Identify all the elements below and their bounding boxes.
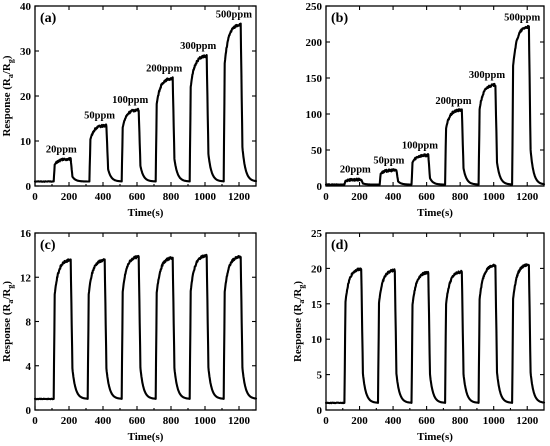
x-tick-label: 800 [452, 415, 469, 427]
x-tick-label: 1000 [194, 415, 217, 427]
y-tick-label: 100 [306, 109, 323, 121]
y-tick-label: 40 [20, 1, 32, 13]
response-curve [33, 253, 258, 401]
x-tick-label: 0 [323, 415, 329, 427]
plot-frame [325, 232, 545, 411]
y-tick-label: 4 [26, 361, 32, 373]
panel-label: (d) [331, 238, 348, 253]
plot-frame [325, 5, 545, 187]
response-curve [33, 22, 258, 183]
concentration-label: 300ppm [180, 41, 216, 52]
x-tick-label: 1000 [194, 191, 217, 203]
x-axis-label: Time(s) [417, 431, 453, 443]
y-tick-label: 10 [311, 334, 323, 346]
x-tick-label: 0 [32, 415, 38, 427]
y-tick-label: 50 [311, 145, 323, 157]
concentration-label: 100ppm [112, 95, 148, 106]
y-tick-label: 8 [26, 317, 32, 329]
y-tick-label: 30 [20, 46, 32, 58]
x-tick-label: 1200 [516, 191, 539, 203]
x-axis-label: Time(s) [128, 431, 164, 443]
x-tick-label: 600 [129, 415, 146, 427]
x-tick-label: 200 [61, 191, 78, 203]
x-tick-label: 200 [351, 191, 368, 203]
x-tick-label: 200 [61, 415, 78, 427]
x-axis-label: Time(s) [417, 207, 453, 219]
concentration-label: 500ppm [504, 12, 540, 23]
x-tick-label: 800 [452, 191, 469, 203]
chart-panel-c: 0 200 400 600 800 1000 1200 0 4 8 12 16 Time(s) Respo… [1, 228, 258, 443]
x-tick-label: 0 [32, 191, 38, 203]
y-tick-label: 5 [317, 370, 323, 382]
response-curve [324, 263, 546, 405]
response-curve [324, 24, 546, 186]
x-tick-label: 400 [95, 191, 112, 203]
y-tick-label: 0 [26, 181, 32, 193]
y-axis-label: Response (Ra/Rg) [1, 281, 15, 362]
x-tick-label: 1200 [516, 415, 539, 427]
panel-label: (a) [40, 11, 57, 26]
x-tick-label: 1000 [483, 415, 506, 427]
x-tick-label: 1200 [228, 415, 251, 427]
concentration-label: 200ppm [146, 63, 182, 74]
y-tick-label: 15 [311, 299, 323, 311]
x-tick-label: 0 [323, 191, 329, 203]
x-tick-label: 600 [418, 415, 435, 427]
y-tick-label: 10 [20, 136, 32, 148]
y-tick-label: 20 [20, 91, 32, 103]
x-tick-label: 400 [385, 191, 402, 203]
x-tick-label: 800 [163, 415, 180, 427]
y-tick-label: 0 [317, 181, 323, 193]
chart-panel-a: 0 200 400 600 800 1000 1200 0 10 20 30 40 Time(s) Res… [1, 1, 258, 219]
concentration-label: 50ppm [84, 111, 115, 122]
concentration-label: 100ppm [402, 141, 438, 152]
chart-panel-b: 0 200 400 600 800 1000 1200 0 50 100 150 200 250 Time… [306, 1, 546, 219]
panel-label: (b) [331, 11, 348, 26]
y-tick-label: 16 [20, 228, 32, 240]
y-tick-label: 0 [26, 405, 32, 417]
concentration-label: 300ppm [469, 70, 505, 81]
concentration-label: 20ppm [46, 144, 77, 155]
concentration-label: 500ppm [216, 9, 252, 20]
y-axis-label: Response (Ra/Rg) [292, 281, 306, 362]
x-tick-label: 1200 [228, 191, 251, 203]
y-tick-label: 150 [306, 73, 323, 85]
panel-label: (c) [40, 238, 56, 253]
y-axis-label: Response (Ra/Rg) [1, 55, 15, 136]
chart-panel-d: 0 200 400 600 800 1000 1200 0 5 10 15 20 25 Time(s) Re… [292, 228, 546, 443]
x-tick-label: 1000 [483, 191, 506, 203]
concentration-label: 50ppm [373, 156, 404, 167]
x-tick-label: 800 [163, 191, 180, 203]
y-tick-label: 0 [317, 405, 323, 417]
y-tick-label: 200 [306, 37, 323, 49]
x-tick-label: 200 [351, 415, 368, 427]
x-tick-label: 400 [385, 415, 402, 427]
y-tick-label: 25 [311, 228, 323, 240]
concentration-label: 200ppm [435, 96, 471, 107]
x-tick-label: 400 [95, 415, 112, 427]
x-tick-label: 600 [418, 191, 435, 203]
concentration-label: 20ppm [340, 164, 371, 175]
y-tick-label: 12 [20, 272, 32, 284]
x-tick-label: 600 [129, 191, 146, 203]
y-tick-label: 20 [311, 263, 323, 275]
x-axis-label: Time(s) [128, 207, 164, 219]
y-tick-label: 250 [306, 1, 323, 13]
